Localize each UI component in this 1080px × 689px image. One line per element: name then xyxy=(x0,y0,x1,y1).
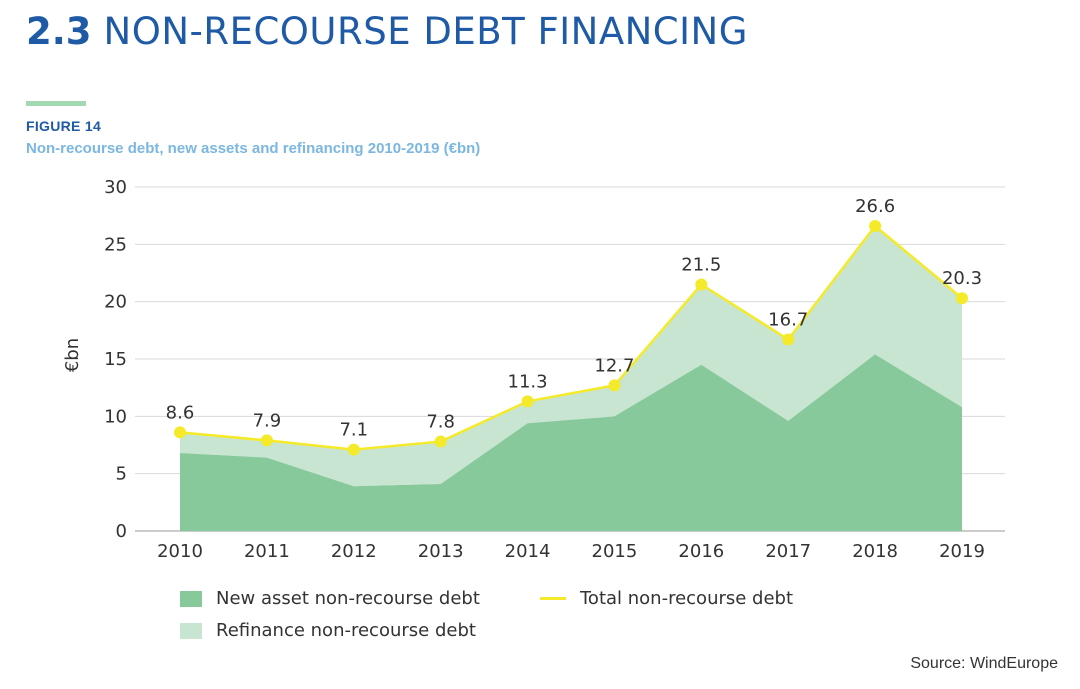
y-tick-label: 30 xyxy=(104,177,127,198)
point-total xyxy=(521,395,534,408)
area-refinance xyxy=(180,225,962,487)
y-tick-label: 10 xyxy=(104,406,127,427)
x-tick-label: 2010 xyxy=(157,541,203,562)
x-tick-label: 2014 xyxy=(505,541,551,562)
data-label-total: 7.8 xyxy=(426,412,455,433)
point-total xyxy=(782,333,795,346)
source-note: Source: WindEurope xyxy=(910,655,1058,672)
y-tick-label: 25 xyxy=(104,234,127,255)
legend-new-asset: New asset non-recourse debt xyxy=(180,588,480,609)
point-total xyxy=(174,426,186,439)
x-tick-label: 2016 xyxy=(678,541,724,562)
section-title-text: NON-RECOURSE DEBT FINANCING xyxy=(103,10,748,53)
point-total xyxy=(434,435,447,448)
y-tick-label: 5 xyxy=(116,464,127,485)
x-tick-label: 2018 xyxy=(852,541,898,562)
x-tick-label: 2011 xyxy=(244,541,290,562)
data-label-total: 8.6 xyxy=(166,402,195,423)
point-total xyxy=(608,379,621,392)
x-tick-label: 2017 xyxy=(765,541,811,562)
x-tick-label: 2019 xyxy=(939,541,985,562)
legend-swatch-refinance xyxy=(180,622,202,639)
data-label-total: 21.5 xyxy=(681,254,721,275)
x-tick-label: 2012 xyxy=(331,541,377,562)
data-label-total: 12.7 xyxy=(594,355,634,376)
legend-refinance: Refinance non-recourse debt xyxy=(180,620,476,641)
area-new-asset xyxy=(180,354,962,531)
legend-total: Total non-recourse debt xyxy=(540,588,793,609)
figure-subtitle: Non-recourse debt, new assets and refina… xyxy=(26,140,481,157)
legend-swatch-total xyxy=(540,597,566,600)
legend-label-refinance: Refinance non-recourse debt xyxy=(216,620,476,641)
legend-swatch-new-asset xyxy=(180,590,202,607)
x-tick-label: 2015 xyxy=(592,541,638,562)
legend-label-new-asset: New asset non-recourse debt xyxy=(216,588,480,609)
x-tick-label: 2013 xyxy=(418,541,464,562)
data-label-total: 11.3 xyxy=(508,371,548,392)
line-total xyxy=(179,224,963,451)
section-number: 2.3 xyxy=(26,10,92,53)
figure-label: FIGURE 14 xyxy=(26,118,102,134)
data-label-total: 7.9 xyxy=(253,410,282,431)
point-total xyxy=(869,219,882,232)
data-label-total: 16.7 xyxy=(768,310,808,331)
section-title: 2.3 NON-RECOURSE DEBT FINANCING xyxy=(26,10,748,53)
y-tick-label: 0 xyxy=(116,521,127,542)
legend-label-total: Total non-recourse debt xyxy=(580,588,794,609)
data-label-total: 26.6 xyxy=(855,196,895,217)
data-label-total: 20.3 xyxy=(942,268,982,289)
point-total xyxy=(347,443,360,456)
accent-bar xyxy=(26,101,86,106)
point-total xyxy=(695,278,708,291)
point-total xyxy=(956,292,968,305)
y-tick-label: 20 xyxy=(104,292,127,313)
y-axis-label: €bn xyxy=(62,338,83,372)
y-tick-label: 15 xyxy=(104,349,127,370)
point-total xyxy=(260,434,273,447)
data-label-total: 7.1 xyxy=(339,420,368,441)
